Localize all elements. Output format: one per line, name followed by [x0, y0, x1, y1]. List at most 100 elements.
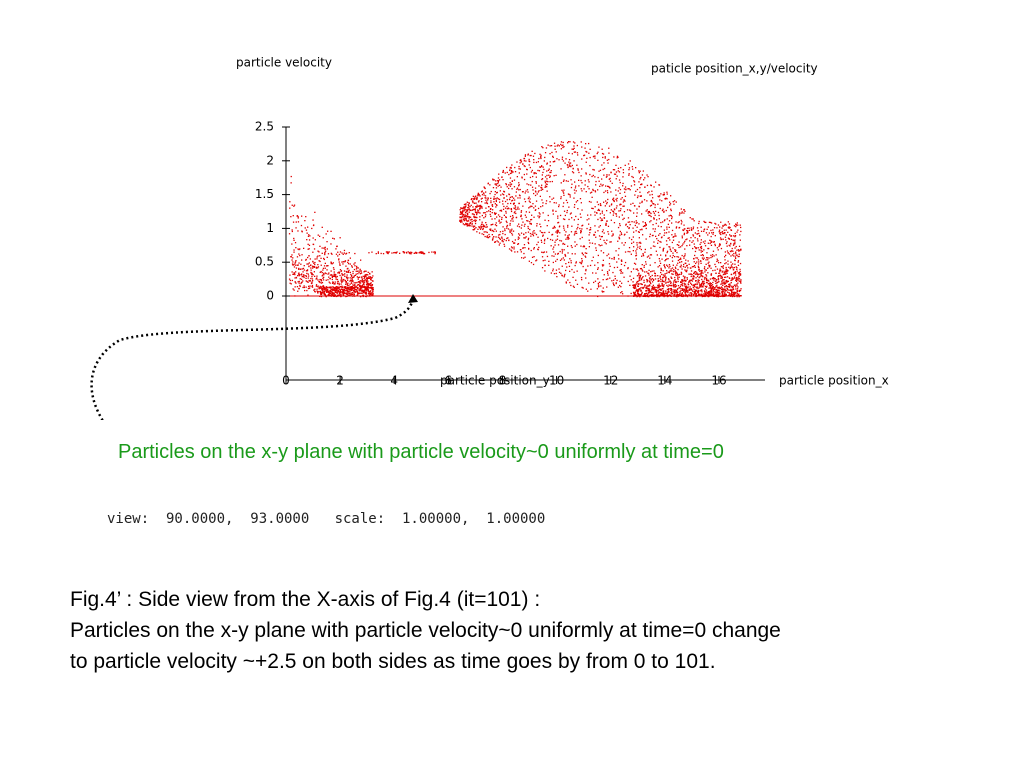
- particle: [528, 260, 530, 262]
- particle: [468, 211, 470, 213]
- particle: [581, 260, 583, 262]
- particle: [495, 236, 497, 238]
- particle: [563, 229, 566, 231]
- particle: [347, 263, 350, 265]
- particle: [359, 280, 361, 282]
- particle: [371, 287, 373, 289]
- particle: [303, 276, 305, 279]
- particle: [699, 243, 701, 245]
- particle: [331, 253, 333, 255]
- particle: [465, 218, 467, 220]
- particle: [319, 235, 321, 237]
- particle: [646, 200, 648, 202]
- particle: [710, 254, 712, 256]
- particle: [643, 266, 645, 268]
- particle: [712, 288, 714, 290]
- particle: [601, 164, 603, 166]
- particle: [735, 226, 737, 228]
- particle: [547, 220, 550, 222]
- particle: [557, 229, 559, 231]
- particle: [732, 285, 735, 288]
- particle: [503, 197, 505, 199]
- particle: [635, 293, 637, 296]
- particle: [713, 277, 716, 279]
- particle: [615, 282, 617, 285]
- particle: [630, 271, 632, 273]
- particle: [574, 142, 576, 144]
- particle: [730, 282, 732, 284]
- particle: [680, 288, 682, 290]
- particle: [330, 288, 332, 290]
- particle: [646, 209, 648, 211]
- particle: [652, 287, 654, 289]
- particle: [535, 260, 537, 262]
- particle: [733, 243, 735, 245]
- particle: [341, 285, 343, 287]
- particle: [553, 227, 555, 229]
- particle: [702, 258, 704, 260]
- particle: [620, 263, 623, 265]
- particle: [523, 178, 526, 181]
- particle: [585, 277, 587, 279]
- particle: [664, 219, 666, 221]
- particle: [354, 284, 356, 286]
- particle: [301, 273, 303, 275]
- particle: [459, 211, 462, 213]
- particle: [350, 287, 353, 290]
- particle: [518, 165, 520, 168]
- particle: [650, 271, 652, 273]
- particle: [637, 195, 639, 197]
- particle: [346, 288, 348, 290]
- particle: [575, 201, 577, 203]
- particle: [357, 267, 359, 269]
- particle: [718, 244, 721, 246]
- particle: [728, 227, 730, 229]
- particle: [577, 218, 579, 220]
- particle: [490, 228, 492, 230]
- particle: [650, 184, 652, 187]
- particle: [502, 169, 504, 172]
- particle: [333, 273, 335, 275]
- particle: [560, 197, 562, 200]
- particle: [361, 285, 363, 287]
- particle: [541, 251, 543, 253]
- particle: [468, 202, 470, 205]
- particle: [726, 291, 729, 293]
- particle: [554, 160, 556, 162]
- particle: [680, 273, 682, 275]
- particle: [337, 272, 339, 274]
- particle: [518, 168, 520, 170]
- particle: [305, 216, 307, 218]
- particle: [558, 145, 560, 147]
- particle: [698, 261, 700, 263]
- particle: [483, 187, 486, 189]
- particle: [357, 284, 359, 286]
- particle: [353, 288, 355, 290]
- particle: [707, 247, 709, 250]
- particle: [328, 291, 330, 294]
- particle: [298, 275, 300, 277]
- particle: [734, 256, 737, 258]
- y-tick-label: 2: [266, 153, 274, 167]
- particle: [681, 292, 683, 294]
- particle: [689, 240, 691, 242]
- particle: [731, 285, 733, 287]
- particle: [666, 258, 668, 260]
- particle: [620, 286, 622, 288]
- particle: [551, 255, 553, 257]
- particle: [636, 208, 638, 210]
- particle: [585, 288, 587, 290]
- particle: [597, 254, 599, 257]
- particle: [325, 288, 327, 290]
- particle: [738, 272, 741, 274]
- particle: [638, 273, 640, 275]
- particle: [345, 270, 347, 273]
- particle: [701, 291, 703, 293]
- particle: [573, 206, 576, 208]
- particle: [705, 259, 707, 261]
- particle: [369, 282, 372, 285]
- particle: [557, 244, 560, 246]
- particle: [310, 264, 312, 266]
- particle: [734, 259, 736, 262]
- particle: [700, 273, 702, 275]
